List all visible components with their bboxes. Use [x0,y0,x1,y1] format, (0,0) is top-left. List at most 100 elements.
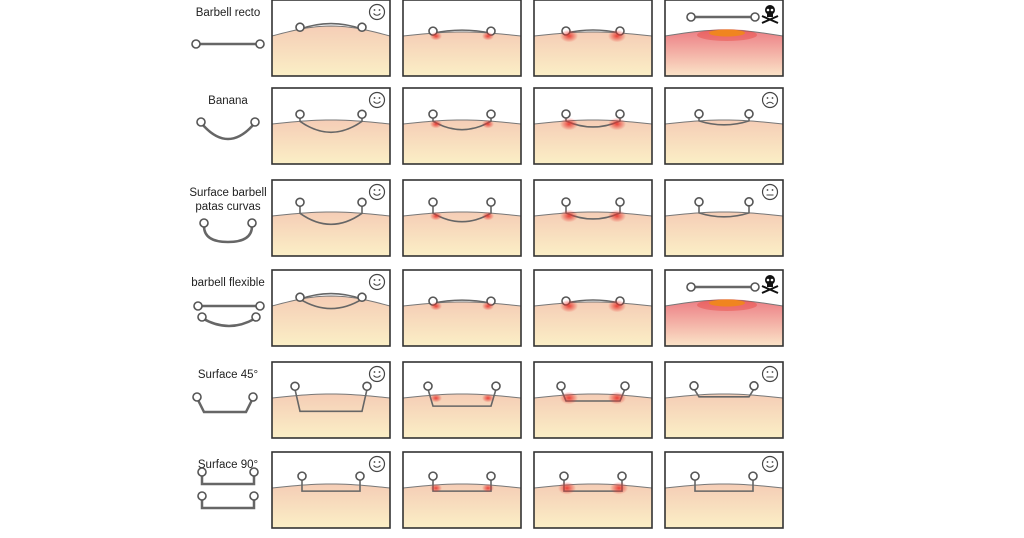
jewelry-ball [561,197,571,207]
diagram-row [271,451,784,529]
panel-border [664,87,784,165]
stage-panel [664,361,784,439]
skin-surface [403,301,521,346]
skull-crossbones-icon [761,5,779,24]
diagram-row [271,361,784,439]
barbell-straight-icon [191,39,265,49]
pus-mark [709,299,745,307]
skin-surface [403,31,521,76]
jewelry-bar [299,292,363,300]
jewelry [694,197,754,218]
jewelry-ball [486,197,496,207]
inflammation-mark [697,29,757,41]
diagram-row [271,179,784,257]
stage-panel [271,87,391,165]
jewelry-ball [486,471,496,481]
inflammation-mark [482,483,494,493]
skin-surface [403,483,521,528]
pus-mark [709,29,745,37]
stage-panel [533,87,653,165]
jewelry-ball [295,197,305,208]
jewelry [560,109,626,131]
panel-border [271,87,391,165]
panel-border [271,0,391,77]
diagram-row [271,0,784,77]
jewelry [689,381,759,398]
jewelry-ball [750,282,760,292]
panel-border [533,179,653,257]
inflammation-mark [560,299,578,313]
inflammation-mark [560,209,578,223]
jewelry-ball [749,381,759,391]
skin-surface [403,119,521,164]
stage-panel [533,361,653,439]
skin-surface [534,301,652,346]
smiley-face-icon [368,273,386,291]
smiley-face-icon [368,3,386,21]
row-label: Surface barbell patas curvas [189,187,266,213]
stage-panel [664,451,784,529]
row-label-text: Banana [208,95,248,107]
jewelry-bar [694,479,754,492]
jewelry [686,282,760,292]
inflammation-mark [608,117,626,131]
jewelry-bar [693,388,755,398]
jewelry [560,26,626,43]
panel-border [402,87,522,165]
jewelry-ball [559,471,569,481]
jewelry [560,296,626,313]
jewelry [290,381,372,413]
jewelry-bar [299,205,363,225]
panel-border [271,361,391,439]
panel-border [402,179,522,257]
neutral-face-icon [761,365,779,383]
neutral-face-icon [761,183,779,201]
skin-surface [534,393,652,438]
jewelry-ball [423,381,433,391]
jewelry [295,22,367,33]
stage-panel [271,0,391,77]
jewelry-ball [620,381,630,391]
jewelry [428,26,496,41]
row-label: Surface 45° [198,369,258,381]
inflammation-mark [482,119,494,129]
skin-surface [534,119,652,164]
skin-surface [272,25,390,76]
jewelry [694,109,754,126]
row-label-text: barbell flexible [191,277,265,289]
row-label: barbell flexible [191,277,265,289]
smiley-face-icon [368,365,386,383]
jewelry-ball [686,282,696,292]
row-label: Surface 90° [198,459,258,471]
jewelry-ball [744,197,754,207]
jewelry-ball [617,471,627,481]
jewelry-ball [556,381,566,391]
skin-surface [403,393,521,438]
jewelry [560,197,626,223]
stage-panel [271,361,391,439]
stage-panel [402,87,522,165]
jewelry [423,381,501,407]
jewelry-bar [698,116,750,126]
skin-surface [665,211,783,256]
row-label: Banana [208,95,248,107]
jewelry-ball [748,471,758,481]
panel-border [402,451,522,529]
inflammation-mark [697,299,757,311]
stage-panel [533,269,653,347]
jewelry-ball [744,109,754,119]
panel-border [664,0,784,77]
jewelry-ball [428,197,438,207]
diagram-row [271,269,784,347]
jewelry-ball [694,197,704,207]
jewelry [686,12,760,22]
jewelry [295,197,367,225]
smiley-face-icon [368,183,386,201]
inflammation-mark [430,393,442,403]
stage-panel [271,451,391,529]
row-label-text: patas curvas [195,201,260,213]
panel-border [402,269,522,347]
panel-border [402,0,522,77]
jewelry-bar [299,22,363,30]
